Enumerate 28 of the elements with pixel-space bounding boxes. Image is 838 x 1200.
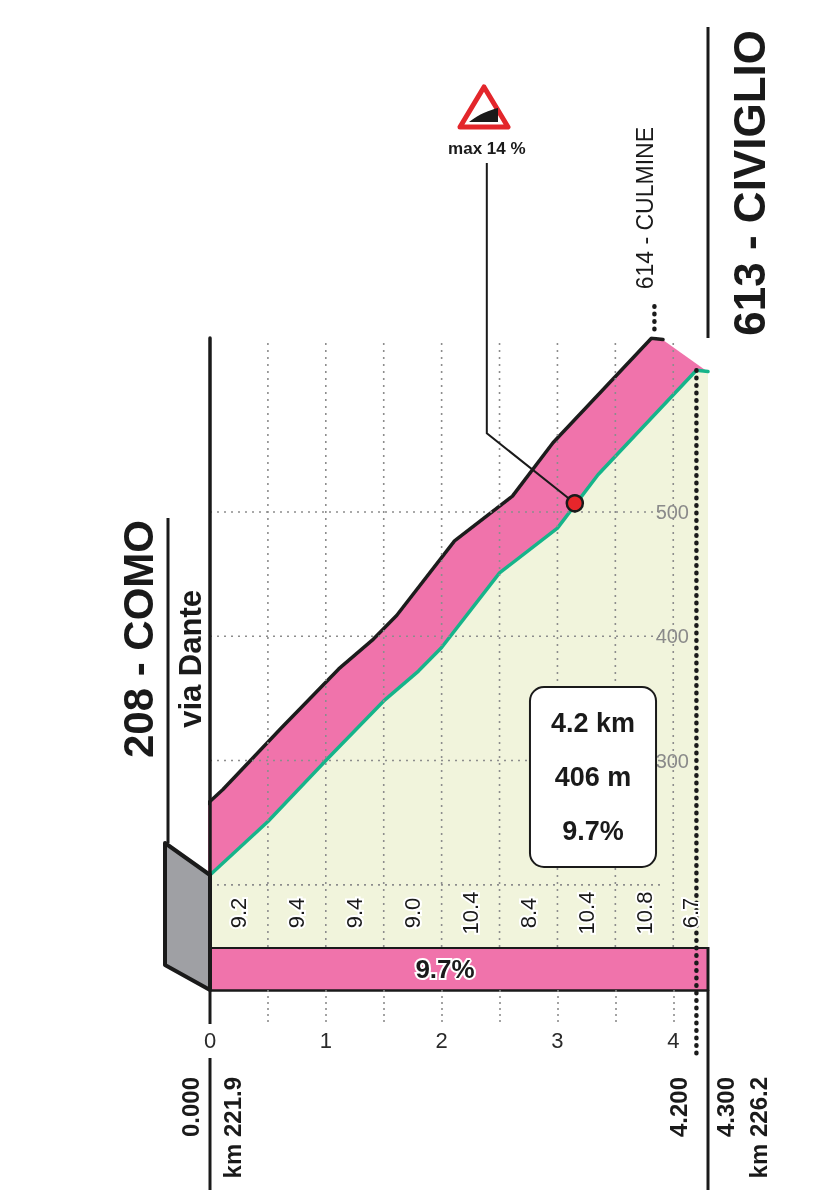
x-tick-label: 2 (435, 1027, 448, 1053)
y-tick-label: 400 (655, 625, 689, 648)
annotation: 9.4 (342, 897, 368, 929)
text: km 226.2 (744, 1077, 772, 1179)
annotation: 4.2 km 406 m 9.7% (550, 708, 636, 846)
x-tick-label: 4 (667, 1027, 680, 1053)
x-tick-label: 3 (551, 1027, 564, 1053)
annotation: 8.4 (515, 897, 541, 929)
text: 4.300 (711, 1077, 739, 1138)
text: km 221.9 (218, 1077, 246, 1179)
annotation: 9.4 (284, 897, 310, 929)
text: 4.200 (664, 1077, 692, 1138)
annotation: 10.4 (458, 891, 484, 935)
annotation: 10.4 (573, 891, 599, 935)
annotation: max 14 % (448, 138, 526, 158)
y-tick-label: 300 (655, 749, 689, 772)
annotation: 9.2 (226, 897, 252, 929)
x-tick-label: 0 (203, 1027, 217, 1053)
annotation: 10.8 (631, 891, 657, 935)
y-tick-label: 500 (655, 501, 689, 523)
ref-line-label: 614 - CULMINE (632, 127, 659, 290)
text: 9.7% (415, 953, 475, 984)
text: 613 - CIVIGLIO (724, 30, 774, 336)
text: 208 - COMO (114, 520, 162, 759)
text: via Dante (172, 590, 208, 728)
x-tick-label: 1 (319, 1027, 332, 1053)
text: 0.000 (176, 1077, 204, 1138)
annotation: 9.0 (400, 897, 426, 929)
